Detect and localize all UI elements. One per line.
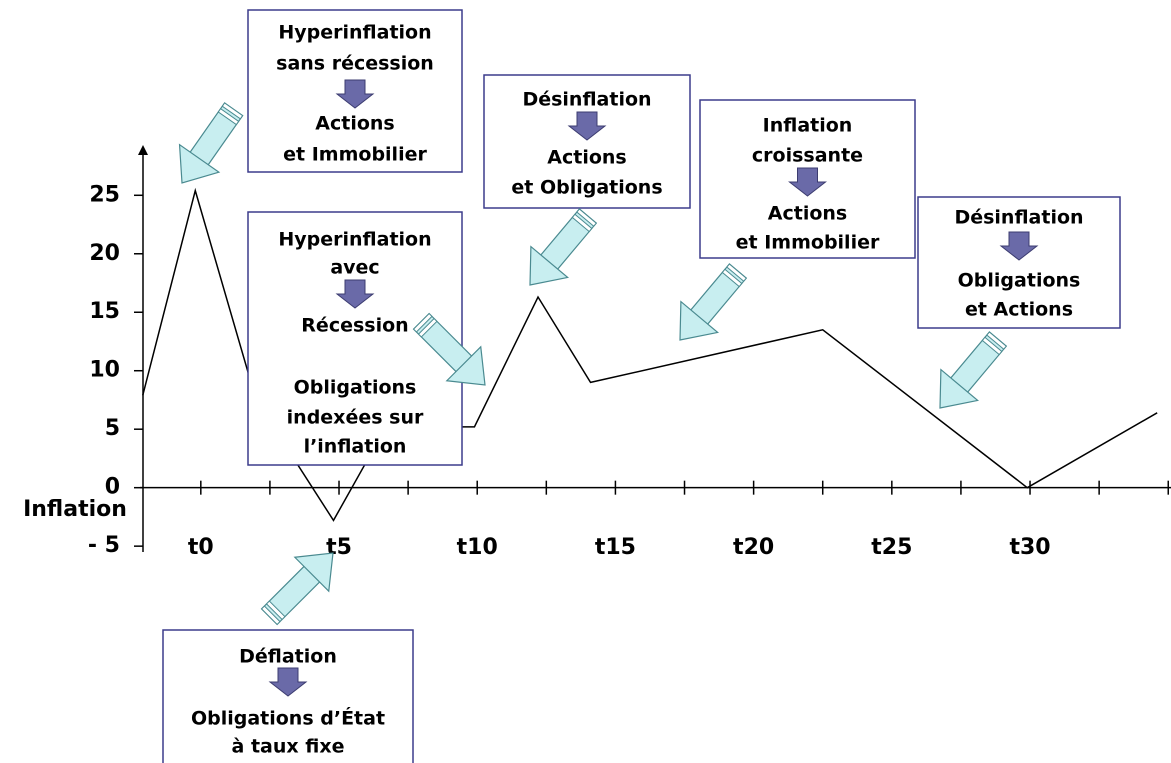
- annotation-text: Déflation: [239, 646, 337, 668]
- annotation-text: sans récession: [276, 53, 434, 75]
- box: [917, 196, 1121, 329]
- annotation-text: croissante: [752, 145, 863, 167]
- box: [483, 74, 691, 209]
- annotation-text: Récession: [301, 315, 408, 337]
- annotation-box: Hyperinflation sans récession Actions et Im…: [247, 9, 463, 173]
- annotation-text: et Obligations: [511, 177, 662, 199]
- annotation-text: Hyperinflation: [278, 22, 431, 44]
- down-arrow: [999, 231, 1039, 261]
- annotation-text: Désinflation: [522, 89, 651, 111]
- annotation-box: Inflation croissante Actions et Immobilier: [699, 99, 916, 259]
- y-tick-label: 0: [105, 475, 120, 500]
- line: [142, 187, 1158, 522]
- annotation-text: et Immobilier: [283, 144, 427, 166]
- annotation-box: Déflation Obligations d’État à taux fixe: [162, 629, 414, 763]
- annotation-box: Désinflation Obligations et Actions: [917, 196, 1121, 329]
- y-tick-label: 10: [89, 358, 120, 383]
- annotation-box: Désinflation Actions et Obligations: [483, 74, 691, 209]
- y-axis-arrow: [138, 145, 148, 155]
- x-tick-label: t25: [871, 535, 912, 560]
- down-arrow: [335, 279, 375, 309]
- annotation-text: et Actions: [965, 299, 1073, 321]
- annotation-text: Obligations: [958, 270, 1081, 292]
- annotation-text: Actions: [768, 203, 847, 225]
- x-tick-label: t15: [595, 535, 636, 560]
- annotation-text: Actions: [547, 147, 626, 169]
- annotation-text: et Immobilier: [736, 232, 880, 254]
- annotation-box: Hyperinflation avec Récession Obligations in…: [247, 211, 463, 466]
- annotation-text: Obligations d’État: [191, 707, 385, 730]
- x-tick-label: t10: [457, 535, 498, 560]
- annotation-text: Actions: [315, 113, 394, 135]
- annotation-text: à taux fixe: [232, 736, 345, 758]
- x-tick-label: t0: [188, 535, 214, 560]
- annotation-text: avec: [330, 257, 379, 279]
- annotation-text: Obligations: [294, 377, 417, 399]
- y-axis-label: Inflation: [23, 497, 127, 522]
- y-tick-label: 5: [105, 416, 120, 441]
- down-arrow: [567, 111, 607, 141]
- y-tick-label: - 5: [88, 533, 120, 558]
- annotation-text: Inflation: [763, 115, 853, 137]
- y-tick-label: 25: [89, 182, 120, 207]
- down-arrow: [335, 79, 375, 109]
- annotation-text: indexées sur: [287, 407, 424, 429]
- x-tick-label: t30: [1009, 535, 1050, 560]
- annotation-text: Désinflation: [954, 207, 1083, 229]
- annotation-text: l’inflation: [304, 436, 407, 458]
- annotation-text: Hyperinflation: [278, 229, 431, 251]
- y-tick-label: 20: [89, 241, 120, 266]
- y-tick-label: 15: [89, 299, 120, 324]
- down-arrow: [788, 167, 827, 197]
- down-arrow: [268, 667, 308, 697]
- x-tick-label: t20: [733, 535, 774, 560]
